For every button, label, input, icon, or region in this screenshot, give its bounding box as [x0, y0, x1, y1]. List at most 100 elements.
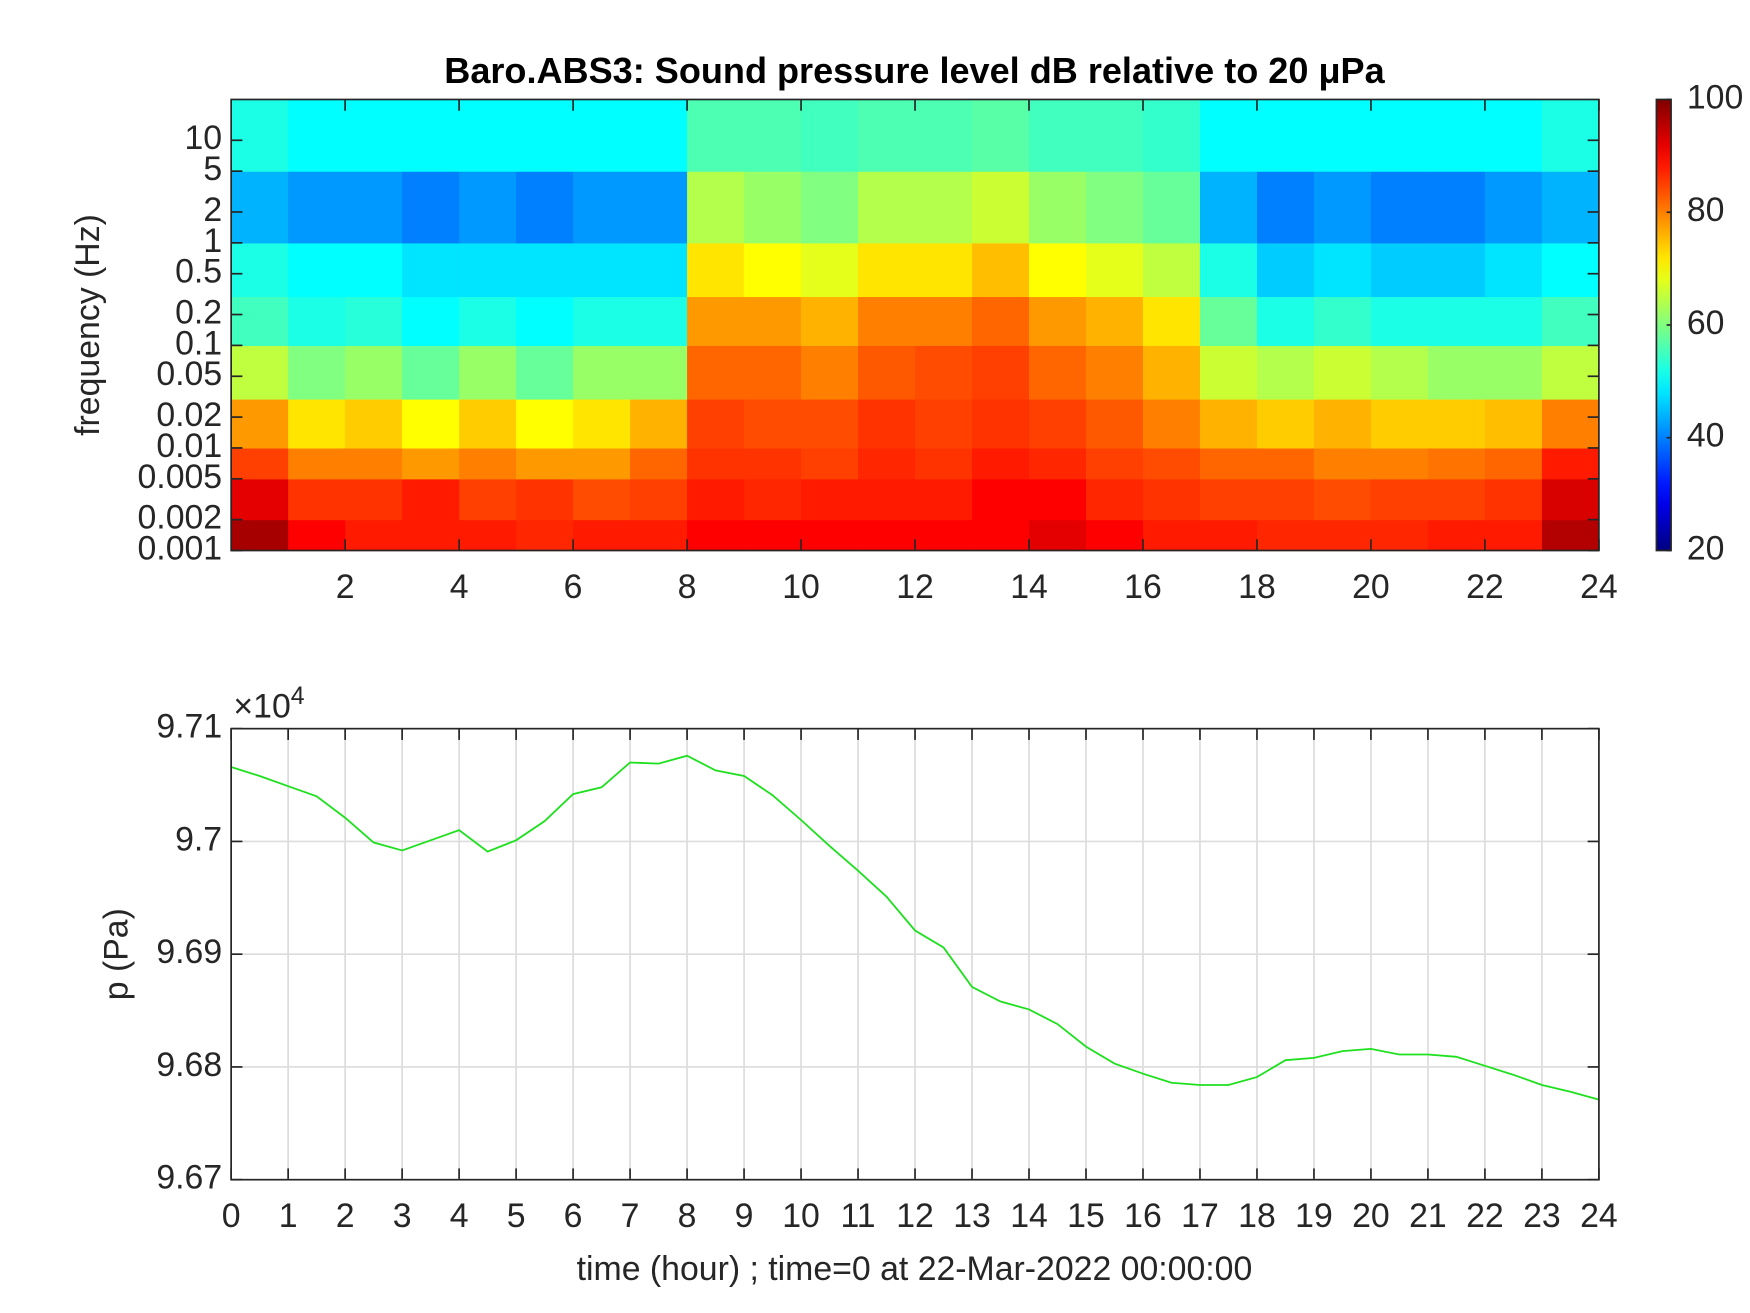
heat-cell — [345, 99, 403, 172]
heat-cell — [1029, 242, 1087, 298]
heat-cell — [1029, 171, 1087, 244]
heat-cell — [573, 345, 631, 400]
heat-cell — [687, 171, 745, 244]
heat-cell — [573, 242, 631, 298]
heat-cell — [1370, 242, 1429, 298]
heat-cell — [972, 519, 1030, 552]
heat-cell — [972, 345, 1030, 400]
heat-cell — [1541, 296, 1600, 346]
heat-cell — [1370, 478, 1429, 521]
y-axis-label: frequency (Hz) — [69, 214, 107, 436]
heat-cell — [744, 447, 802, 480]
heat-cell — [231, 99, 289, 172]
heat-cell — [801, 399, 859, 449]
heat-cell — [1199, 478, 1258, 521]
x-tick-label: 20 — [1352, 568, 1390, 606]
heat-cell — [1256, 519, 1315, 552]
heat-cell — [516, 171, 574, 244]
heat-cell — [1256, 447, 1315, 480]
heat-cell — [459, 478, 517, 521]
heat-cell — [1427, 478, 1486, 521]
heat-cell — [1313, 399, 1372, 449]
heat-cell — [1541, 519, 1600, 552]
heat-cell — [1085, 478, 1144, 521]
y-tick-label: 0.02 — [156, 396, 222, 434]
heat-cell — [402, 519, 460, 552]
heat-cell — [1427, 447, 1486, 480]
x-tick-label: 3 — [393, 1197, 412, 1235]
heat-cell — [630, 296, 688, 346]
heat-cell — [402, 399, 460, 449]
heat-cell — [1427, 296, 1486, 346]
x-tick-label: 18 — [1238, 568, 1276, 606]
heat-cell — [1484, 345, 1543, 400]
heat-cell — [915, 296, 973, 346]
x-tick-label: 16 — [1124, 1197, 1162, 1235]
x-tick-label: 7 — [621, 1197, 640, 1235]
x-tick-label: 8 — [678, 568, 697, 606]
heat-cell — [345, 519, 403, 552]
heat-cell — [687, 99, 745, 172]
heat-cell — [1142, 478, 1201, 521]
heat-cell — [1199, 447, 1258, 480]
x-tick-label: 14 — [1010, 568, 1048, 606]
heat-cell — [402, 242, 460, 298]
heat-cell — [1029, 345, 1087, 400]
heat-cell — [288, 242, 346, 298]
heat-cell — [231, 296, 289, 346]
heat-cell — [459, 399, 517, 449]
heat-cell — [1256, 399, 1315, 449]
colorbar-tick-label: 60 — [1687, 304, 1725, 342]
heat-cell — [459, 345, 517, 400]
colorbar-tick-label: 40 — [1687, 417, 1725, 455]
heat-cell — [459, 242, 517, 298]
heat-cell — [231, 519, 289, 552]
heat-cell — [516, 399, 574, 449]
x-tick-label: 16 — [1124, 568, 1162, 606]
heat-cell — [858, 171, 916, 244]
heat-cell — [1256, 345, 1315, 400]
heat-cell — [1541, 478, 1600, 521]
heat-cell — [1256, 296, 1315, 346]
y-tick-label: 0.002 — [138, 499, 223, 537]
heat-cell — [801, 99, 859, 172]
heat-cell — [1370, 296, 1429, 346]
heat-cell — [345, 296, 403, 346]
heat-cell — [1029, 519, 1087, 552]
heat-cell — [915, 345, 973, 400]
heat-cell — [402, 447, 460, 480]
heat-cell — [630, 99, 688, 172]
heat-cell — [1085, 296, 1144, 346]
heat-cell — [687, 242, 745, 298]
heat-cell — [1142, 171, 1201, 244]
colorbar-tick-label: 20 — [1687, 529, 1725, 567]
plot-frame — [230, 727, 1600, 1181]
heat-cell — [630, 399, 688, 449]
heat-cell — [231, 171, 289, 244]
heat-cell — [345, 399, 403, 449]
x-tick-label: 6 — [564, 1197, 583, 1235]
heat-cell — [972, 399, 1030, 449]
heat-cell — [1541, 242, 1600, 298]
heat-cell — [1029, 447, 1087, 480]
heat-cell — [288, 296, 346, 346]
heat-cell — [1085, 447, 1144, 480]
x-tick-label: 24 — [1580, 568, 1618, 606]
heat-cell — [1142, 345, 1201, 400]
heat-cell — [1427, 519, 1486, 552]
x-tick-label: 8 — [678, 1197, 697, 1235]
heat-cell — [573, 399, 631, 449]
heat-cell — [345, 345, 403, 400]
heat-cell — [1370, 519, 1429, 552]
heat-cell — [1029, 399, 1087, 449]
heat-cell — [915, 171, 973, 244]
heat-cell — [744, 171, 802, 244]
y-tick-label: 0.001 — [138, 529, 223, 567]
colorbar-tick-label: 100 — [1687, 78, 1743, 116]
heat-cell — [1484, 242, 1543, 298]
y-tick-label: 5 — [203, 150, 222, 188]
heat-cell — [402, 99, 460, 172]
heat-cell — [1313, 171, 1372, 244]
heat-cell — [1370, 399, 1429, 449]
heat-cell — [1142, 242, 1201, 298]
